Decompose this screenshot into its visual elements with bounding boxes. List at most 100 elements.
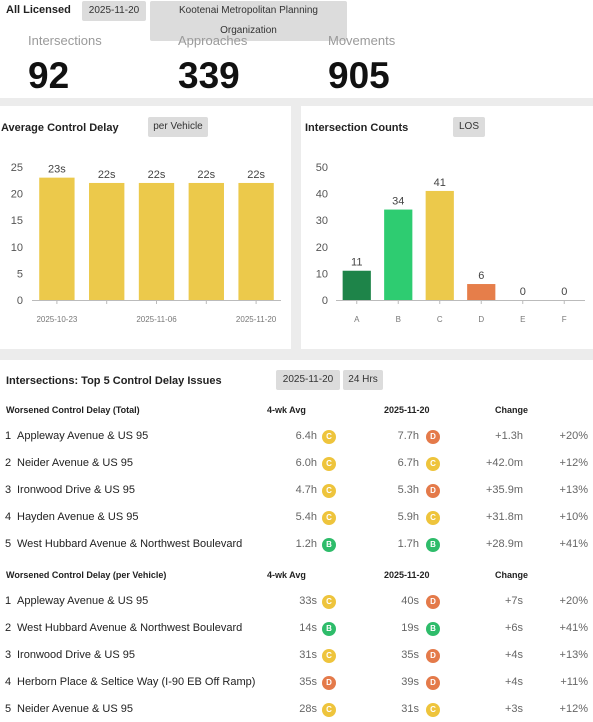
los-badge: D [426,649,440,663]
period-chip[interactable]: 24 Hrs [343,370,383,390]
y-tick-label: 0 [322,295,328,307]
table-date-chip[interactable]: 2025-11-20 [276,370,340,390]
y-tick-label: 10 [316,268,328,280]
data-label: 22s [197,169,215,181]
four-week-avg-value: 28s [299,703,317,715]
data-label: 34 [392,196,404,208]
four-week-avg-value: 5.4h [295,511,317,523]
current-value: 5.9h [397,511,419,523]
los-badge: C [322,703,336,717]
data-label: 22s [148,169,166,181]
data-label: 22s [247,169,265,181]
four-week-avg-value: 31s [299,649,317,661]
rank: 5 [5,538,12,550]
table-row[interactable]: 2 Neider Avenue & US 95 6.0h 6.7h +42.0m +12%… [0,450,593,477]
change-percent: +41% [559,538,588,550]
bar [425,190,454,300]
change-percent: +11% [560,676,588,688]
table-row[interactable]: 1 Appleway Avenue & US 95 33s 40s +7s +20% C D [0,588,593,615]
y-tick-label: 20 [316,242,328,254]
delay-chart-title: Average Control Delay [1,122,119,134]
current-value: 39s [401,676,419,688]
data-label: 6 [478,270,484,282]
intersection-name: Ironwood Drive & US 95 [17,484,135,496]
los-badge: C [322,484,336,498]
y-tick-label: 25 [11,162,23,174]
bar [89,182,125,300]
date-chip[interactable]: 2025-11-20 [82,1,146,21]
current-value: 7.7h [397,430,419,442]
current-value: 19s [401,622,419,634]
rank: 3 [5,649,12,661]
current-value: 35s [401,649,419,661]
current-value: 40s [401,595,419,607]
x-tick-label: B [396,315,401,324]
four-week-avg-value: 4.7h [295,484,317,496]
change-percent: +12% [559,457,588,469]
intersection-name: Neider Avenue & US 95 [17,703,133,715]
bar [39,177,75,300]
change-value: +4s [504,676,523,688]
rank: 3 [5,484,12,496]
los-toggle[interactable]: LOS [453,117,485,137]
four-week-avg-value: 33s [299,595,317,607]
summary-panel: All Licensed 2025-11-20 Kootenai Metropo… [0,0,593,98]
organization-chip[interactable]: Kootenai Metropolitan Planning Organizat… [150,1,347,41]
table-row[interactable]: 3 Ironwood Drive & US 95 4.7h 5.3h +35.9m +13… [0,477,593,504]
change-value: +35.9m [486,484,523,496]
table-row[interactable]: 3 Ironwood Drive & US 95 31s 35s +4s +13% C D [0,642,593,669]
per-vehicle-toggle[interactable]: per Vehicle [148,117,208,137]
x-tick-label: E [520,315,525,324]
data-label: 0 [520,286,526,298]
section-header: Worsened Control Delay (Total) 4-wk Avg 20… [0,401,593,421]
table-row[interactable]: 2 West Hubbard Avenue & Northwest Bouleva… [0,615,593,642]
movements-value: 905 [328,55,390,96]
los-badge: D [426,676,440,690]
change-value: +1.3h [495,430,523,442]
intersection-name: Appleway Avenue & US 95 [17,595,149,607]
table-row[interactable]: 5 Neider Avenue & US 95 28s 31s +3s +12% C C [0,696,593,722]
intersection-name: Hayden Avenue & US 95 [17,511,139,523]
rank: 4 [5,511,12,523]
table-row[interactable]: 5 West Hubbard Avenue & Northwest Bouleva… [0,531,593,558]
y-tick-label: 15 [11,215,23,227]
y-tick-label: 20 [11,189,23,201]
los-badge: C [322,511,336,525]
los-bar-chart: 0 10 20 30 40 50 11 A 34 B 41 C 6 D 0 E 0 F [316,162,585,324]
change-value: +31.8m [486,511,523,523]
table-row[interactable]: 4 Herborn Place & Seltice Way (I-90 EB Of… [0,669,593,696]
table-row[interactable]: 4 Hayden Avenue & US 95 5.4h 5.9h +31.8m +10%… [0,504,593,531]
current-value: 5.3h [397,484,419,496]
column-header-col-change: Change [495,405,529,415]
x-tick-label: C [437,315,443,324]
bar [467,284,496,300]
los-badge: C [426,703,440,717]
current-value: 6.7h [397,457,419,469]
change-percent: +13% [559,484,588,496]
change-percent: +41% [559,622,588,634]
four-week-avg-value: 14s [299,622,317,634]
current-value: 31s [401,703,419,715]
x-tick-label: 2025-11-06 [136,315,177,324]
table-row[interactable]: 1 Appleway Avenue & US 95 6.4h 7.7h +1.3h +20… [0,423,593,450]
los-badge: B [426,538,440,552]
data-label: 0 [561,286,567,298]
data-label: 23s [48,164,66,176]
los-badge: C [322,430,336,444]
section-header: Worsened Control Delay (per Vehicle) 4-wk… [0,566,593,586]
current-value: 1.7h [397,538,419,550]
los-badge: C [322,595,336,609]
column-header-col-date: 2025-11-20 [384,405,430,415]
x-tick-label: A [354,315,360,324]
data-label: 11 [351,257,362,269]
data-label: 22s [98,169,116,181]
four-week-avg-value: 1.2h [295,538,317,550]
counts-chart-title: Intersection Counts [305,122,409,134]
change-value: +7s [504,595,523,607]
rank: 2 [5,457,12,469]
intersection-name: Neider Avenue & US 95 [17,457,133,469]
change-percent: +13% [559,649,588,661]
x-tick-label: D [478,315,484,324]
bar [138,182,175,300]
data-label: 41 [434,177,446,189]
